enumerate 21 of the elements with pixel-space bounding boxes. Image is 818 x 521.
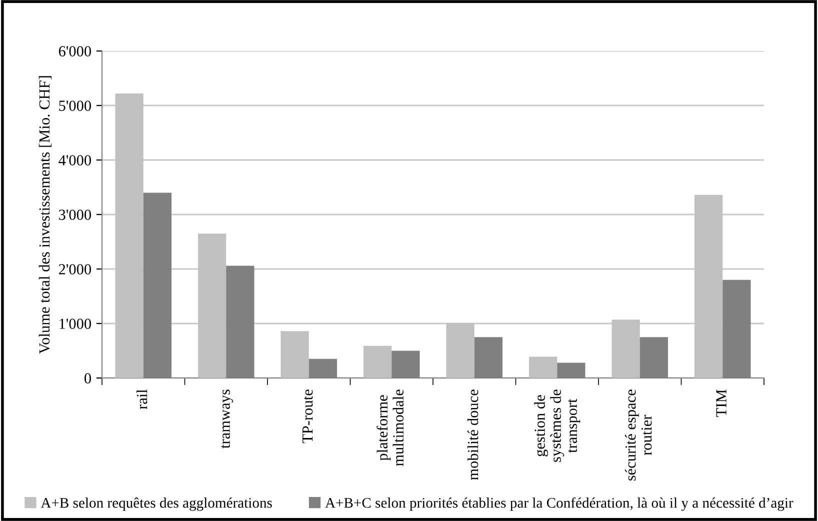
- x-tick-label: mobilité douce: [467, 390, 478, 480]
- legend-label: A+B selon requêtes des agglomérations: [40, 498, 272, 511]
- y-tick-label: 6'000: [58, 46, 91, 56]
- x-tick-label: TP-route: [302, 390, 313, 444]
- x-tick-label: gestion de systèmes de transport: [534, 390, 580, 462]
- legend-label: A+B+C selon priorités établies par la Confédération, là où il y a nécessité d’agir: [325, 497, 794, 511]
- x-tick-label: tramways: [221, 390, 234, 448]
- y-tick-label: 2'000: [58, 264, 91, 274]
- y-axis-title: Volume total des investissements [Mio. CHF]: [38, 76, 52, 354]
- x-tick-label: rail: [136, 389, 148, 410]
- bar: [363, 346, 392, 378]
- x-tick-label: plateforme multimodale: [376, 390, 404, 466]
- y-tick-label: 4'000: [58, 155, 91, 166]
- x-tick-label: TIM: [716, 390, 726, 417]
- y-tick-label: 3'000: [59, 210, 91, 220]
- y-tick-label: 1'000: [60, 318, 91, 329]
- bar: [280, 331, 309, 378]
- y-tick-label: 5'000: [59, 100, 91, 111]
- x-tick-label: sécurité espace routier: [624, 390, 652, 481]
- bar: [528, 356, 558, 378]
- y-tick-label: 0: [84, 373, 91, 384]
